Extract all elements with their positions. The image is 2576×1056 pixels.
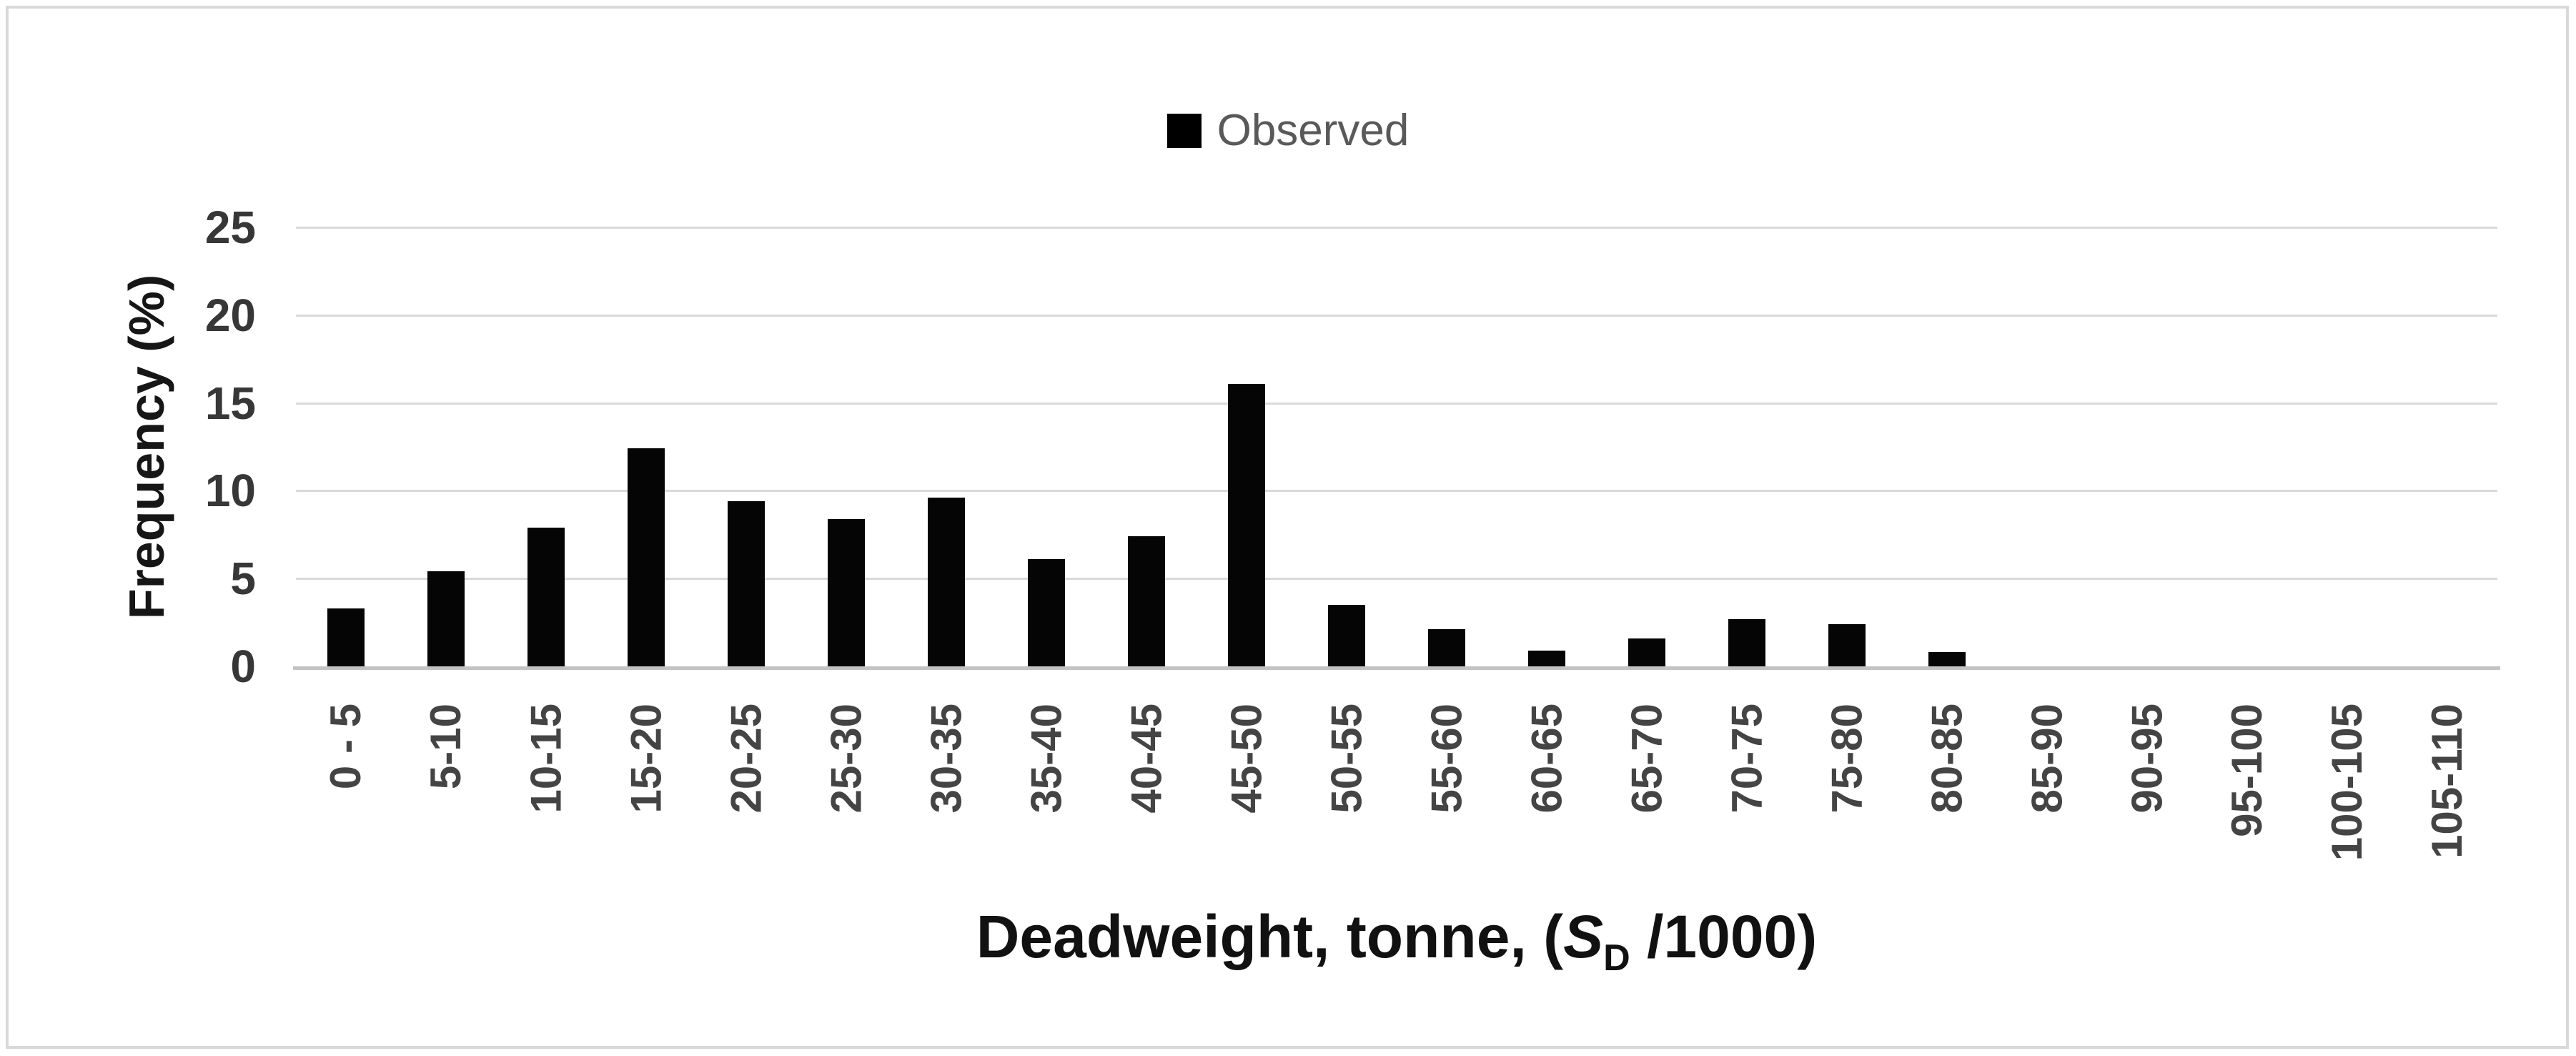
plot-area <box>293 227 2500 670</box>
x-axis-title-subscript: D <box>1603 937 1630 979</box>
legend-label: Observed <box>1217 106 1410 155</box>
x-axis-title-symbol: S <box>1563 903 1604 970</box>
x-tick-label: 90-95 <box>2123 704 2171 814</box>
x-tick-label: 0 - 5 <box>322 704 370 790</box>
x-tick-label: 105-110 <box>2423 704 2471 859</box>
x-axis-title-prefix: Deadweight, tonne, ( <box>976 903 1564 970</box>
bar-10-15 <box>527 527 565 666</box>
bar-30-35 <box>928 498 965 666</box>
x-tick-label: 40-45 <box>1122 704 1170 814</box>
x-tick-label: 65-70 <box>1623 704 1670 814</box>
gridline-5 <box>296 578 2497 581</box>
y-tick-label-25: 25 <box>204 202 256 253</box>
x-axis-line <box>293 666 2500 670</box>
bar-80-85 <box>1928 652 1966 666</box>
x-tick-label: 20-25 <box>722 704 770 814</box>
y-tick-label-10: 10 <box>204 465 256 517</box>
x-tick-label: 50-55 <box>1322 704 1370 814</box>
x-tick-label: 100-105 <box>2323 704 2371 862</box>
x-tick-label: 55-60 <box>1422 704 1470 814</box>
y-tick-label-5: 5 <box>230 553 256 605</box>
chart-border <box>6 6 2569 1049</box>
x-tick-label: 10-15 <box>522 704 570 814</box>
x-tick-label: 85-90 <box>2023 704 2071 814</box>
x-tick-label: 75-80 <box>1823 704 1871 814</box>
bar-35-40 <box>1028 559 1065 666</box>
bar-15-20 <box>628 448 665 666</box>
bar-40-45 <box>1128 536 1165 666</box>
bar-60-65 <box>1528 650 1565 666</box>
gridline-15 <box>296 402 2497 405</box>
bar-25-30 <box>828 518 865 666</box>
bar-0-5 <box>327 608 365 666</box>
legend-marker-square <box>1166 114 1202 148</box>
x-tick-label: 25-30 <box>822 704 870 814</box>
x-tick-label: 35-40 <box>1022 704 1070 814</box>
x-tick-label: 5-10 <box>422 704 470 790</box>
x-axis-title: Deadweight, tonne, (SD /1000) <box>976 902 1818 979</box>
y-tick-label-15: 15 <box>204 377 256 429</box>
legend: Observed <box>0 109 2576 153</box>
x-tick-label: 70-75 <box>1723 704 1770 814</box>
x-tick-label: 15-20 <box>622 704 670 814</box>
bar-75-80 <box>1828 624 1866 666</box>
y-tick-label-20: 20 <box>204 289 256 341</box>
x-tick-label: 30-35 <box>922 704 970 814</box>
gridline-10 <box>296 490 2497 493</box>
bar-20-25 <box>728 501 765 666</box>
x-tick-label: 80-85 <box>1923 704 1971 814</box>
y-tick-label-0: 0 <box>230 641 256 692</box>
x-tick-label: 45-50 <box>1222 704 1270 814</box>
bar-55-60 <box>1428 629 1465 666</box>
bar-65-70 <box>1628 638 1665 666</box>
x-axis-title-suffix: /1000) <box>1630 903 1818 970</box>
bar-70-75 <box>1728 618 1765 666</box>
x-tick-label: 95-100 <box>2223 704 2271 837</box>
x-tick-label: 60-65 <box>1522 704 1570 814</box>
bar-50-55 <box>1328 605 1365 666</box>
gridline-25 <box>296 227 2497 229</box>
bar-45-50 <box>1228 383 1265 666</box>
gridline-20 <box>296 314 2497 317</box>
bar-5-10 <box>427 571 465 666</box>
